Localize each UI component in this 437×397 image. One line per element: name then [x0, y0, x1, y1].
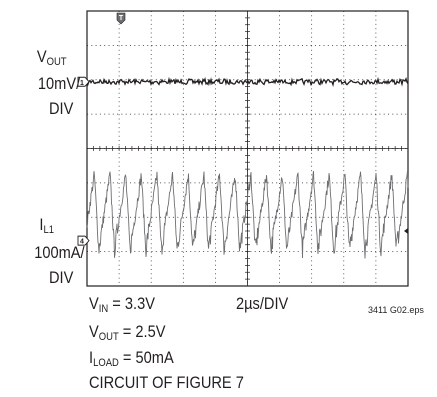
trigger-marker: T	[116, 12, 126, 25]
trigger-shape	[116, 12, 126, 25]
figure-id: 3411 G02.eps	[368, 305, 424, 315]
channel-2-marker-label: 4	[80, 239, 84, 246]
channel-1-name: VOUT	[37, 47, 67, 68]
channel-markers: 1 4 T	[77, 12, 408, 246]
trigger-label: T	[119, 15, 124, 22]
channel-2-scale-unit: DIV	[48, 268, 73, 287]
channel-1-scale-unit: DIV	[48, 99, 73, 118]
channel-1-marker-label: 1	[80, 80, 84, 87]
il1-trace	[86, 170, 409, 259]
channel-2-scale: 100mA/	[34, 243, 85, 262]
condition-vin: VIN = 3.3V	[89, 294, 155, 315]
channel-1-marker-shape	[77, 76, 90, 87]
channel-2-name: IL1	[39, 215, 54, 236]
vout-trace	[86, 76, 409, 88]
timebase-label: 2µs/DIV	[236, 294, 289, 313]
channel-1-marker: 1	[77, 76, 90, 87]
channel-2-marker-shape	[77, 235, 90, 246]
condition-vout: VOUT = 2.5V	[89, 322, 166, 343]
channel-1-scale: 10mV/	[37, 74, 80, 93]
channel-2-marker: 4	[77, 235, 90, 246]
condition-circuit: CIRCUIT OF FIGURE 7	[89, 373, 244, 392]
traces	[86, 76, 409, 259]
condition-iload: ILOAD = 50mA	[89, 348, 174, 369]
trigger-level-arrow	[404, 228, 408, 234]
